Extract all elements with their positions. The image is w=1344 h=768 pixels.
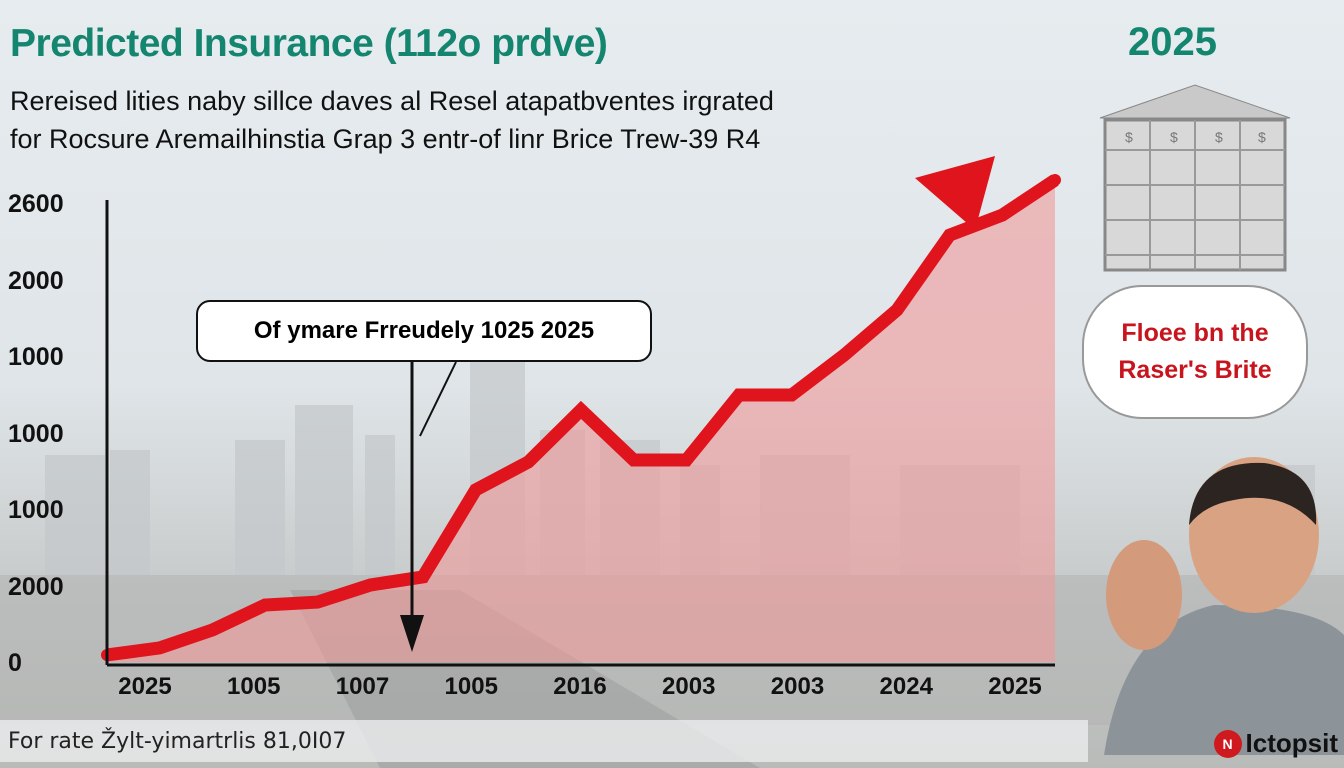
logo-text: Ictopsit [1245,728,1338,758]
data-point [522,455,535,468]
data-point [943,229,956,242]
corner-year: 2025 [1128,20,1217,64]
speech-line-2: Raser's Brite [1118,356,1272,384]
data-point [785,389,798,402]
y-tick-label: 1000 [8,419,64,448]
x-tick-label: 2025 [118,673,172,700]
speech-line-1: Floee bn the [1121,318,1269,347]
x-tick-label: 2024 [879,673,933,700]
trend-arrowhead [915,156,995,230]
svg-text:$: $ [1125,129,1133,145]
x-tick-label: 2025 [988,673,1042,700]
data-point [206,624,219,637]
y-tick-label: 1000 [8,496,64,524]
data-point [1049,174,1061,187]
data-point [259,599,271,612]
callout-leader [419,361,457,437]
subtitle-line-2: for Rocsure Aremailhinstia Grap 3 entr-o… [10,124,761,154]
y-tick-label: 2000 [8,266,64,295]
x-tick-label: 2016 [553,673,607,700]
area-fill [107,180,1055,662]
y-tick-label: 1000 [8,343,64,371]
x-tick-label: 1005 [444,673,498,700]
y-tick-label: 2000 [8,572,64,601]
data-point [153,641,166,654]
svg-text:$: $ [1170,129,1178,145]
footer-note: For rate Žylt-yimartrlis 81,0I07 [0,720,1088,762]
data-point [680,454,693,467]
data-point [838,348,851,361]
x-tick-label: 1007 [335,673,390,700]
x-tick-label: 2003 [770,673,825,700]
person-illustration [1104,457,1344,755]
data-point [417,570,429,583]
subtitle-line-1: Rereised lities naby sillce daves al Res… [10,86,774,116]
y-tick-label: 0 [8,649,22,677]
svg-text:$: $ [1258,129,1266,145]
bank-icon: $ $ $ $ [1099,84,1291,272]
data-point [891,303,903,316]
x-tick-label: 2003 [662,673,716,700]
data-point [627,454,640,467]
chart-title: Predicted Insurance (112o prdve) [10,22,608,65]
data-point [364,579,377,592]
callout-arrowhead [400,615,424,652]
logo-icon: N [1213,729,1242,758]
data-point [311,596,324,609]
y-tick-label: 2600 [8,190,64,218]
svg-text:$: $ [1215,129,1223,145]
speech-bubble: Floee bn the Raser's Brite [1082,285,1308,419]
data-point [996,209,1009,222]
data-point [733,389,745,402]
data-point [469,483,482,496]
callout-box: Of ymare Frreudely 1025 2025 [196,300,652,362]
brand-logo: N Ictopsit [1213,728,1338,759]
x-tick-label: 1005 [227,673,281,700]
data-point [575,403,587,416]
